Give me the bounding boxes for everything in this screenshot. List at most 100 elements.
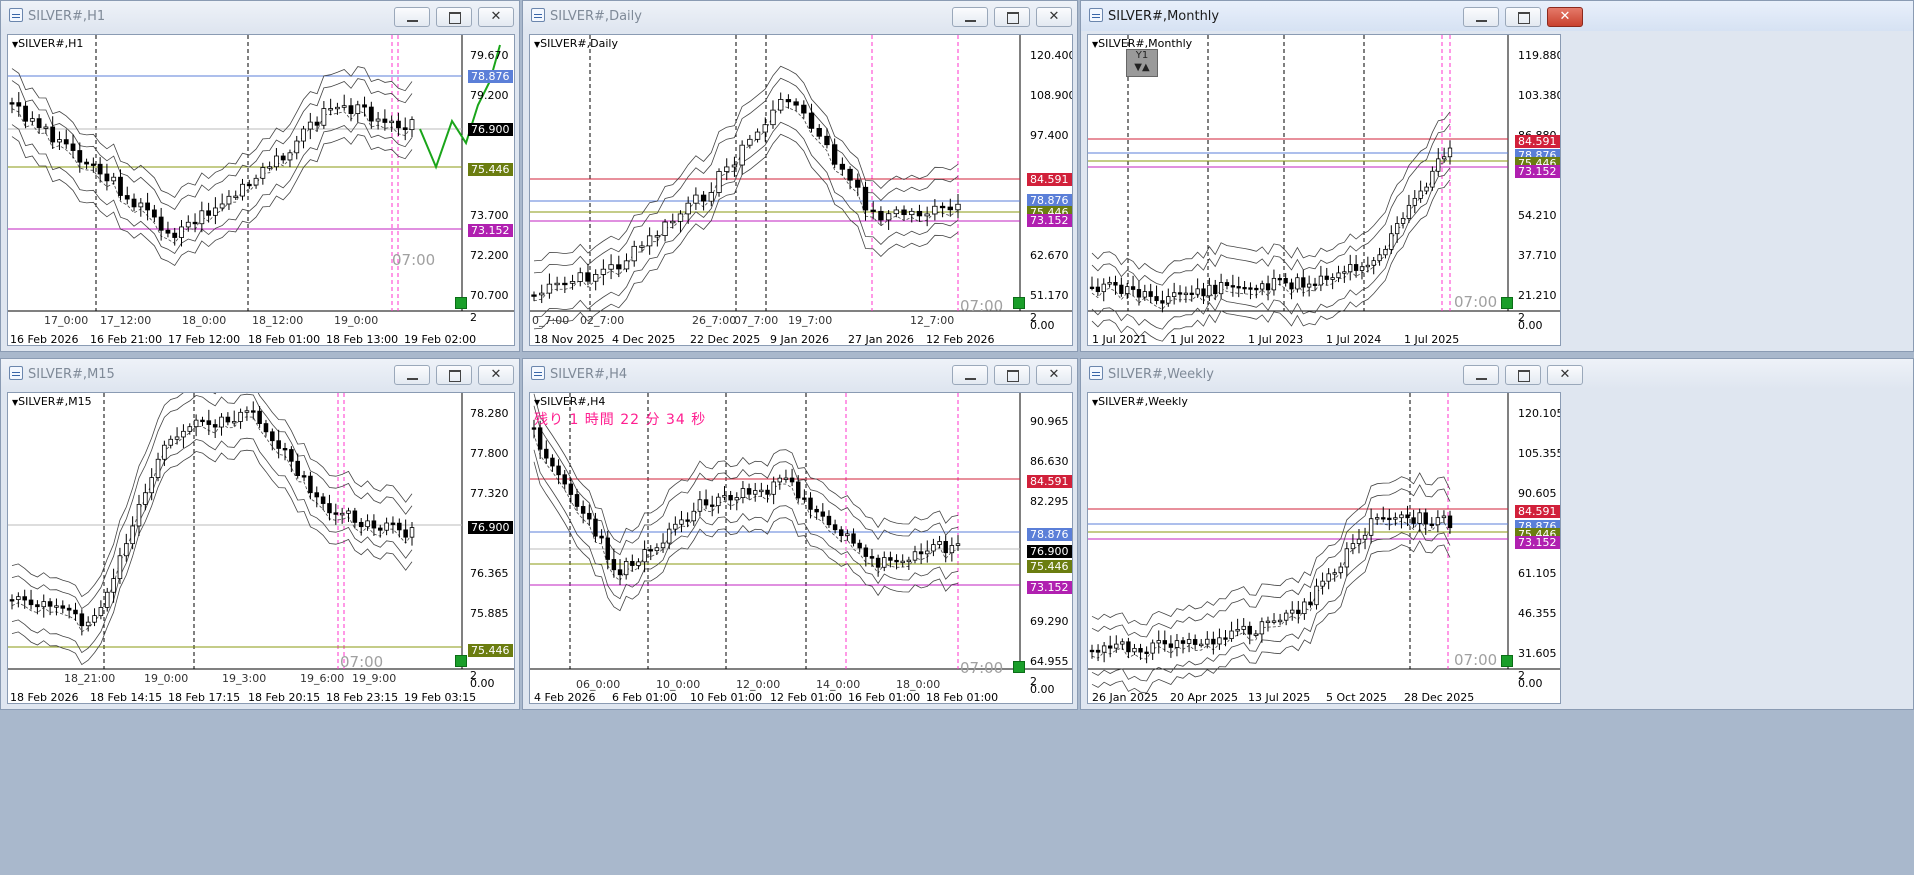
- candle-body: [185, 221, 191, 228]
- x-top-label: 14_0:00: [816, 678, 861, 691]
- chart-window-h4[interactable]: SILVER#,H4 ✕ SILVER#,H4 残り 1 時間 22 分 34 …: [522, 358, 1078, 710]
- candle-body: [307, 121, 313, 130]
- chart-window-monthly[interactable]: SILVER#,Monthly ✕ SILVER#,Monthly Y1▼▲ 0…: [1080, 0, 1914, 352]
- candle-body: [226, 195, 232, 205]
- candle-body: [1265, 283, 1271, 291]
- candle-body: [212, 207, 218, 216]
- candle-body: [1362, 534, 1368, 540]
- maximize-button[interactable]: [1505, 7, 1541, 27]
- candle-body: [90, 163, 96, 166]
- candle-body: [593, 518, 598, 537]
- candle-body: [1144, 651, 1149, 654]
- candle-body: [1405, 514, 1410, 519]
- candle-body: [179, 226, 184, 238]
- chart-window-icon: [1089, 8, 1103, 22]
- candle-body: [294, 140, 300, 154]
- maximize-button[interactable]: [1505, 365, 1541, 385]
- chart-window-h1[interactable]: SILVER#,H1 ✕ SILVER#,H1 07:00 79.670 79.…: [0, 0, 520, 352]
- close-button[interactable]: ✕: [1547, 7, 1583, 27]
- period-switch-badge[interactable]: Y1 ▼▲: [1126, 49, 1158, 77]
- x-tick: 19 Feb 02:00: [404, 333, 477, 346]
- maximize-button[interactable]: [436, 7, 472, 27]
- x-top-label: 19_7:00: [788, 314, 833, 327]
- candle-body: [947, 206, 953, 211]
- candle-body: [365, 520, 370, 528]
- chart-area[interactable]: SILVER#,H4 残り 1 時間 22 分 34 秒 07:00 90.96…: [529, 392, 1073, 704]
- chart-area[interactable]: SILVER#,H1 07:00 79.670 79.200 73.700 72…: [7, 34, 515, 346]
- candle-body: [802, 497, 807, 500]
- chart-window-m15[interactable]: SILVER#,M15 ✕ SILVER#,M15 07:00 78.280 7…: [0, 358, 520, 710]
- candle-body: [593, 274, 599, 282]
- level-tag-blue: 78.876: [1027, 194, 1072, 207]
- candle-body: [1230, 285, 1235, 288]
- candle-body: [1213, 284, 1218, 295]
- x-tick: 9 Jan 2026: [770, 333, 829, 346]
- chart-window-icon: [9, 8, 23, 22]
- close-button[interactable]: ✕: [1036, 365, 1072, 385]
- candle-body: [16, 596, 21, 600]
- minimize-button[interactable]: [1463, 365, 1499, 385]
- chart-area[interactable]: SILVER#,Weekly 07:00 120.105 105.355 90.…: [1087, 392, 1561, 704]
- candle-body: [1254, 287, 1259, 291]
- candle-body: [1136, 289, 1142, 298]
- candle-body: [1271, 277, 1277, 291]
- candle-body: [28, 599, 34, 606]
- candle-body: [151, 209, 157, 218]
- candle-body: [118, 176, 123, 196]
- title-bar[interactable]: SILVER#,H4 ✕: [523, 359, 1077, 389]
- maximize-button[interactable]: [436, 365, 472, 385]
- chart-window-daily[interactable]: SILVER#,Daily ✕ SILVER#,Daily 07:00 120.…: [522, 0, 1078, 352]
- y-tick: 90.965: [1030, 415, 1069, 428]
- candle-body: [333, 512, 339, 515]
- candle-body: [916, 210, 923, 217]
- candle-body: [700, 194, 707, 202]
- chart-area[interactable]: SILVER#,M15 07:00 78.280 77.800 77.320 7…: [7, 392, 515, 704]
- candle-body: [544, 448, 549, 459]
- candle-body: [240, 183, 245, 197]
- candle-body: [145, 202, 150, 211]
- minimize-button[interactable]: [394, 7, 430, 27]
- candle-body: [631, 245, 637, 262]
- chart-area[interactable]: SILVER#,Daily 07:00 120.400 108.900 97.4…: [529, 34, 1073, 346]
- candle-body: [206, 210, 212, 216]
- bollinger-band: [533, 461, 959, 612]
- title-bar[interactable]: SILVER#,Monthly ✕: [1081, 1, 1913, 31]
- y-tick: 90.605: [1518, 487, 1557, 500]
- candle-body: [600, 268, 607, 275]
- title-bar[interactable]: SILVER#,Daily ✕: [523, 1, 1077, 31]
- title-bar[interactable]: SILVER#,H1 ✕: [1, 1, 519, 31]
- maximize-button[interactable]: [994, 365, 1030, 385]
- candle-body: [57, 139, 62, 143]
- maximize-button[interactable]: [994, 7, 1030, 27]
- candle-body: [646, 235, 653, 247]
- x-top-label: 18_0:00: [182, 314, 227, 327]
- y-tick: 108.900: [1030, 89, 1073, 102]
- minimize-button[interactable]: [394, 365, 430, 385]
- y-tick: 21.210: [1518, 289, 1557, 302]
- title-bar[interactable]: SILVER#,Weekly ✕: [1081, 359, 1913, 389]
- minimize-button[interactable]: [952, 365, 988, 385]
- time-watermark: 07:00: [392, 251, 436, 269]
- close-button[interactable]: ✕: [1547, 365, 1583, 385]
- close-button[interactable]: ✕: [1036, 7, 1072, 27]
- candle-body: [577, 272, 583, 282]
- close-button[interactable]: ✕: [478, 365, 514, 385]
- candle-body: [537, 427, 543, 450]
- close-button[interactable]: ✕: [478, 7, 514, 27]
- time-watermark: 07:00: [1454, 293, 1498, 311]
- candle-body: [616, 264, 622, 270]
- candle-body: [1205, 638, 1210, 645]
- x-top-label: 02_7:00: [580, 314, 625, 327]
- candle-body: [382, 118, 388, 123]
- title-bar[interactable]: SILVER#,M15 ✕: [1, 359, 519, 389]
- candle-body: [847, 168, 853, 181]
- candle-body: [1429, 523, 1434, 526]
- candle-body: [1236, 286, 1241, 289]
- y-tick: 77.800: [470, 447, 509, 460]
- chart-window-weekly[interactable]: SILVER#,Weekly ✕ SILVER#,Weekly 07:00 12…: [1080, 358, 1914, 710]
- y-tick: 0.00: [470, 677, 495, 690]
- minimize-button[interactable]: [952, 7, 988, 27]
- minimize-button[interactable]: [1463, 7, 1499, 27]
- chart-area[interactable]: SILVER#,Monthly Y1▼▲ 07:00 119.880 103.3…: [1087, 34, 1561, 346]
- candle-body: [796, 481, 801, 499]
